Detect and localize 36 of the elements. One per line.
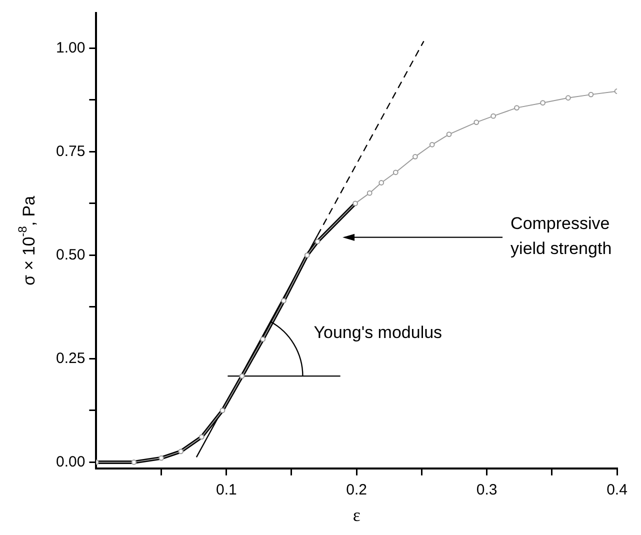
point [220,408,226,414]
y-tick-label: 0.50 [56,246,86,264]
point [280,298,286,304]
x-axis-title: ε [352,504,361,525]
point [352,200,358,206]
point [392,170,398,176]
y-tick-label: 0.25 [56,350,86,367]
point [158,455,164,461]
annotation: Young's modulus [314,322,442,342]
point [198,434,204,440]
y-tick-label: 1.00 [56,39,86,56]
point [474,120,480,125]
point [540,100,546,106]
point [314,238,320,244]
x-tick-label: 0.1 [216,482,237,499]
annotation: Compressive yield strength [510,214,612,258]
point [260,336,266,342]
y-axis-title: σ × 10-8, Pa [15,195,39,286]
x-tick-label: 0.4 [606,482,628,499]
point [378,180,384,186]
point [490,113,496,119]
point [239,373,245,379]
point [429,142,435,148]
x-tick-label: 0.3 [476,482,498,499]
point [304,252,310,258]
point [588,92,594,98]
point [366,190,372,196]
point [412,154,418,160]
y-tick-label: 0.00 [56,453,86,470]
point [565,95,571,101]
x-tick-label: 0.2 [346,482,368,499]
y-tick-label: 0.75 [56,142,86,160]
point [514,105,520,111]
point [446,132,452,137]
point [178,448,184,454]
point [131,459,137,465]
